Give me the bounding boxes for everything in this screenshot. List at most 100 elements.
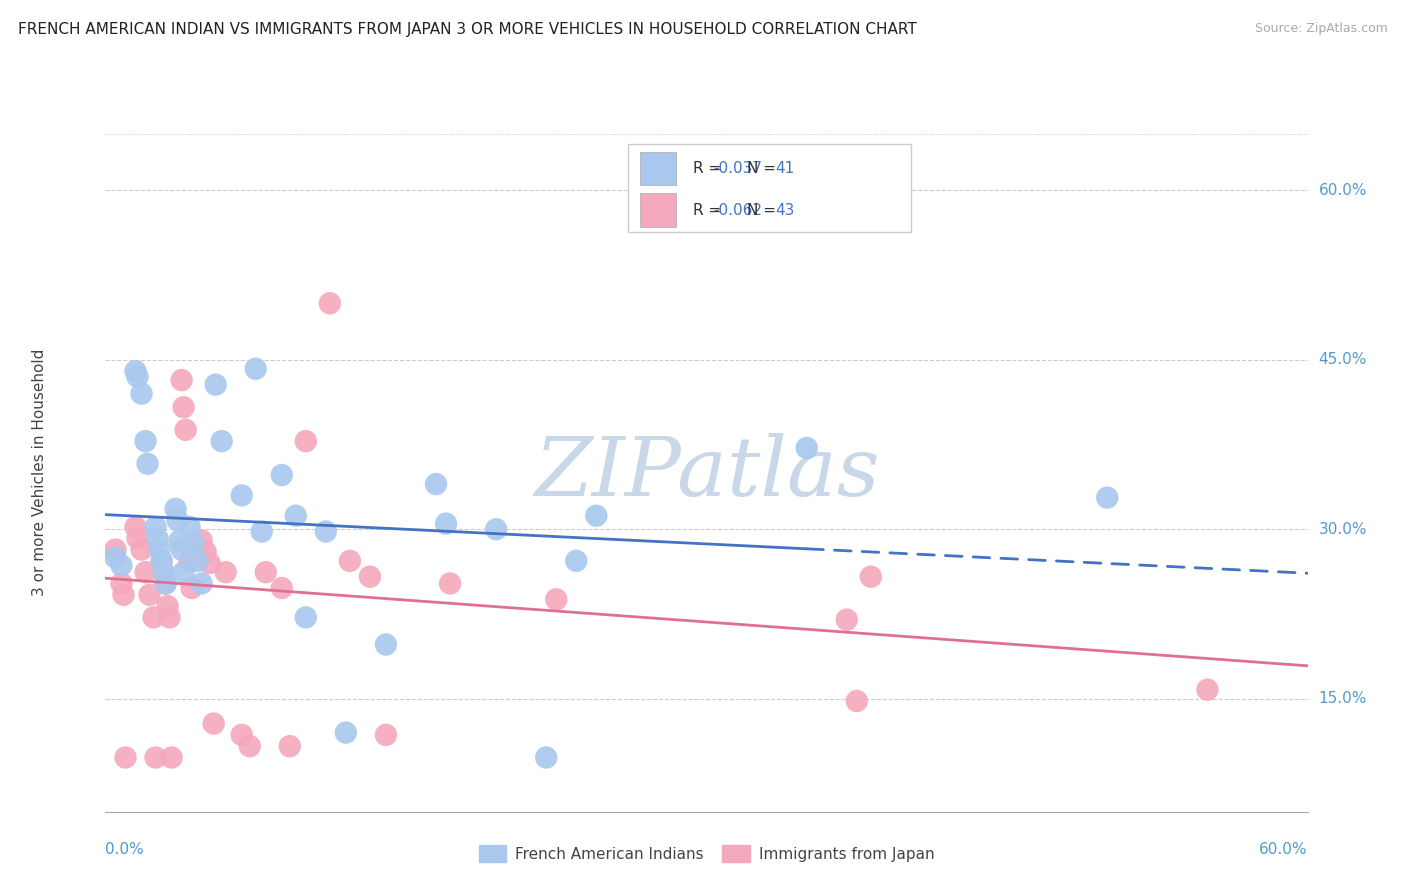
Point bbox=[1097, 491, 1119, 505]
Point bbox=[845, 694, 868, 708]
Point bbox=[136, 457, 159, 471]
Text: 15.0%: 15.0% bbox=[1319, 691, 1367, 706]
Point bbox=[565, 554, 588, 568]
Text: 30.0%: 30.0% bbox=[1319, 522, 1367, 537]
Point bbox=[335, 725, 357, 739]
Point bbox=[315, 524, 337, 539]
Point bbox=[104, 542, 127, 557]
Point bbox=[159, 610, 181, 624]
Point bbox=[152, 565, 174, 579]
Text: N =: N = bbox=[747, 202, 780, 218]
Point bbox=[170, 373, 193, 387]
Point bbox=[374, 728, 398, 742]
Point bbox=[127, 531, 149, 545]
Point bbox=[124, 364, 146, 378]
Point bbox=[485, 522, 508, 536]
Point bbox=[245, 361, 267, 376]
Point bbox=[546, 592, 568, 607]
Point bbox=[146, 531, 169, 545]
Point bbox=[160, 750, 183, 764]
Point bbox=[174, 423, 197, 437]
Point bbox=[239, 739, 262, 754]
Text: R =: R = bbox=[693, 161, 727, 176]
Point bbox=[131, 386, 153, 401]
Point bbox=[585, 508, 607, 523]
Point bbox=[138, 588, 160, 602]
Point bbox=[250, 524, 273, 539]
Point bbox=[173, 565, 195, 579]
Point bbox=[295, 610, 318, 624]
Point bbox=[270, 468, 292, 483]
Point bbox=[187, 554, 209, 568]
Point bbox=[434, 516, 457, 531]
Text: 0.0%: 0.0% bbox=[105, 842, 145, 857]
Point bbox=[202, 716, 225, 731]
Point bbox=[112, 588, 135, 602]
Text: 3 or more Vehicles in Household: 3 or more Vehicles in Household bbox=[32, 349, 46, 597]
Text: ZIPatlas: ZIPatlas bbox=[534, 433, 879, 513]
Point bbox=[104, 550, 127, 565]
Point bbox=[142, 610, 165, 624]
Point bbox=[179, 520, 201, 534]
Point bbox=[1197, 682, 1219, 697]
Point bbox=[127, 369, 149, 384]
Point bbox=[145, 520, 167, 534]
Point bbox=[231, 728, 253, 742]
Point bbox=[179, 554, 201, 568]
Point bbox=[278, 739, 301, 754]
Text: -0.062: -0.062 bbox=[713, 202, 762, 218]
Point bbox=[145, 750, 167, 764]
Point bbox=[135, 434, 157, 449]
Point bbox=[339, 554, 361, 568]
Point bbox=[214, 565, 236, 579]
Text: -0.037: -0.037 bbox=[713, 161, 762, 176]
Text: Source: ZipAtlas.com: Source: ZipAtlas.com bbox=[1254, 22, 1388, 36]
Point bbox=[374, 638, 398, 652]
Point bbox=[169, 533, 191, 548]
Point bbox=[148, 542, 170, 557]
Text: 41: 41 bbox=[775, 161, 794, 176]
Text: 60.0%: 60.0% bbox=[1260, 842, 1308, 857]
Point bbox=[319, 296, 342, 310]
Point bbox=[155, 576, 177, 591]
Text: R =: R = bbox=[693, 202, 727, 218]
Point bbox=[211, 434, 233, 449]
Legend: French American Indians, Immigrants from Japan: French American Indians, Immigrants from… bbox=[472, 838, 941, 869]
Point bbox=[170, 542, 193, 557]
Point bbox=[166, 513, 188, 527]
Point bbox=[439, 576, 461, 591]
Point bbox=[231, 488, 253, 502]
Point bbox=[425, 477, 447, 491]
Point bbox=[173, 401, 195, 415]
Point bbox=[155, 576, 177, 591]
Point bbox=[295, 434, 318, 449]
Text: FRENCH AMERICAN INDIAN VS IMMIGRANTS FROM JAPAN 3 OR MORE VEHICLES IN HOUSEHOLD : FRENCH AMERICAN INDIAN VS IMMIGRANTS FRO… bbox=[18, 22, 917, 37]
Point bbox=[194, 545, 217, 559]
Point bbox=[165, 502, 187, 516]
Point bbox=[190, 576, 212, 591]
Point bbox=[204, 377, 226, 392]
Point bbox=[150, 554, 173, 568]
Text: N =: N = bbox=[747, 161, 780, 176]
Point bbox=[254, 565, 277, 579]
Point bbox=[110, 576, 132, 591]
Point bbox=[156, 599, 179, 613]
Point bbox=[110, 558, 132, 573]
Text: 45.0%: 45.0% bbox=[1319, 352, 1367, 368]
Point bbox=[131, 542, 153, 557]
Point bbox=[135, 565, 157, 579]
Point bbox=[270, 581, 292, 595]
Point bbox=[180, 581, 202, 595]
Point bbox=[835, 613, 858, 627]
Point bbox=[796, 441, 818, 455]
Point bbox=[152, 565, 174, 579]
Point bbox=[534, 750, 557, 764]
Point bbox=[183, 536, 205, 550]
Point bbox=[198, 556, 221, 570]
Point bbox=[190, 533, 212, 548]
Point bbox=[859, 570, 882, 584]
Point bbox=[284, 508, 307, 523]
Point bbox=[150, 554, 173, 568]
Point bbox=[124, 520, 146, 534]
Point bbox=[359, 570, 381, 584]
